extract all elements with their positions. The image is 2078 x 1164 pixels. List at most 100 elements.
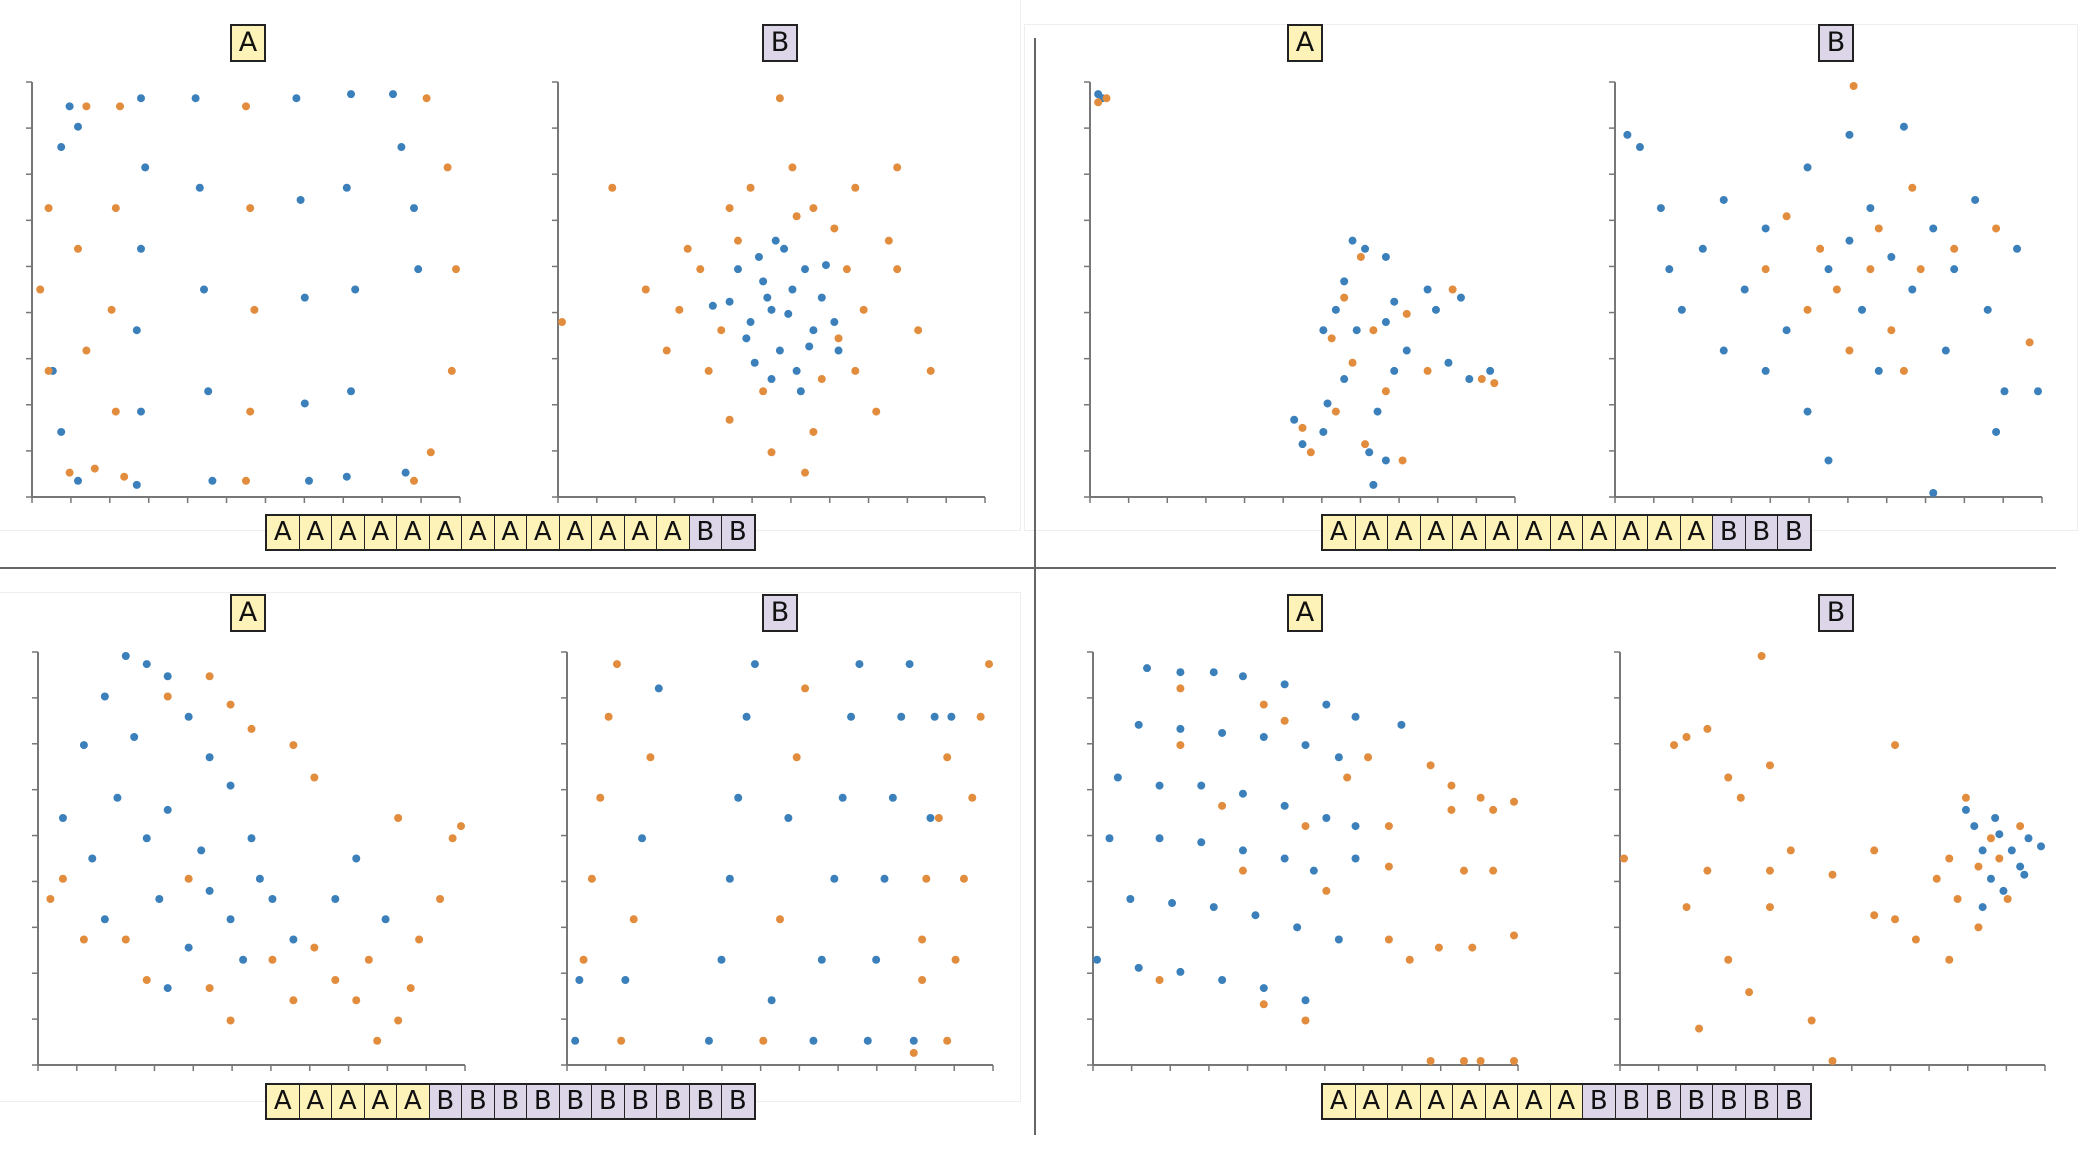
data-point-blue [1970, 822, 1979, 831]
data-point-blue [1209, 668, 1218, 677]
strip-cell-a: A [1550, 1085, 1583, 1118]
data-point-orange [1343, 773, 1352, 782]
data-point-blue [771, 236, 780, 245]
data-point-orange [246, 204, 255, 213]
data-point-orange [58, 874, 67, 883]
data-point-blue [1431, 305, 1440, 314]
strip-cell-a: A [364, 516, 397, 549]
data-point-orange [448, 834, 457, 843]
data-point-blue [1134, 720, 1143, 729]
data-point-blue [268, 895, 277, 903]
data-point-orange [767, 448, 776, 457]
strip-cell-b: B [722, 516, 754, 549]
data-point-blue [838, 793, 847, 802]
data-point-blue [1218, 976, 1227, 984]
data-point-blue [1908, 285, 1917, 294]
data-point-orange [1384, 822, 1393, 831]
data-point-blue [1197, 838, 1206, 847]
data-point-orange [1510, 931, 1518, 940]
data-point-blue [1740, 285, 1749, 294]
data-point-orange [79, 935, 88, 944]
data-point-blue [1197, 781, 1206, 790]
data-point-orange [851, 183, 860, 192]
data-point-orange [1301, 822, 1310, 831]
data-point-blue [784, 309, 793, 318]
strip-cell-a: A [624, 516, 657, 549]
strip-cell-b: B [689, 1085, 722, 1118]
data-point-orange [1945, 955, 1954, 964]
data-point-orange [1828, 1057, 1837, 1065]
panel-label-bottom-left-a: A [230, 594, 266, 632]
data-point-orange [1298, 423, 1307, 432]
data-point-orange [406, 984, 415, 993]
data-point-blue [88, 854, 97, 863]
data-point-blue [725, 874, 734, 883]
data-point-orange [2016, 822, 2025, 831]
data-point-orange [834, 334, 843, 343]
data-point-blue [1319, 427, 1328, 436]
data-point-blue [1093, 955, 1101, 964]
data-point-orange [1102, 94, 1111, 103]
data-point-blue [184, 712, 193, 721]
data-point-blue [132, 480, 141, 489]
data-point-orange [1306, 448, 1315, 457]
data-point-blue [834, 346, 843, 355]
data-point-orange [1945, 854, 1954, 863]
strip-cell-b: B [1648, 1085, 1681, 1118]
data-point-orange [1845, 346, 1854, 355]
data-point-blue [1373, 407, 1382, 416]
data-point-orange [65, 468, 74, 477]
data-point-blue [1352, 326, 1361, 335]
data-point-blue [1259, 733, 1268, 741]
data-point-blue [2020, 870, 2029, 879]
data-point-blue [1761, 366, 1770, 375]
scatter-plot-top-right-b [1609, 81, 2043, 503]
data-point-blue [1322, 814, 1331, 822]
strip-cell-a: A [299, 516, 332, 549]
strip-cell-a: A [1420, 516, 1453, 549]
data-point-blue [725, 297, 734, 306]
data-point-blue [1280, 680, 1289, 689]
data-point-orange [1953, 895, 1962, 903]
data-point-blue [1991, 814, 2000, 822]
data-point-blue [347, 90, 355, 99]
data-point-blue [200, 285, 208, 294]
data-point-blue [1381, 318, 1390, 327]
strip-cell-a: A [1583, 516, 1616, 549]
data-point-blue [2037, 842, 2045, 851]
data-point-blue [1390, 366, 1399, 375]
data-point-orange [1384, 935, 1393, 944]
scatter-plot-bottom-right-b [1614, 651, 2046, 1071]
horizontal-divider [0, 567, 2056, 569]
data-point-blue [1251, 911, 1260, 920]
panel-label-bottom-right-b: B [1818, 594, 1854, 632]
strip-cell-a: A [494, 516, 527, 549]
data-point-blue [830, 874, 839, 883]
data-point-orange [1950, 244, 1959, 253]
data-point-blue [204, 387, 213, 396]
data-point-blue [717, 955, 726, 964]
data-point-blue [197, 846, 206, 855]
data-point-orange [443, 163, 452, 172]
data-point-orange [1259, 700, 1268, 709]
panel-label-top-left-a: A [230, 24, 266, 62]
data-point-orange [792, 212, 801, 221]
scatter-plot-top-right-a [1084, 81, 1516, 503]
data-point-blue [1803, 163, 1812, 172]
data-point-orange [696, 265, 705, 274]
data-point-orange [943, 1036, 952, 1045]
strip-cell-a: A [397, 516, 430, 549]
data-point-blue [621, 976, 630, 984]
strip-cell-b: B [1745, 1085, 1778, 1118]
data-point-blue [1381, 456, 1390, 465]
data-point-blue [121, 652, 130, 660]
data-point-blue [100, 692, 109, 701]
data-point-orange [310, 773, 319, 782]
strip-cell-a: A [364, 1085, 397, 1118]
data-point-orange [1398, 456, 1407, 465]
data-point-orange [1745, 988, 1754, 997]
data-point-blue [2034, 387, 2042, 396]
data-point-blue [1280, 801, 1289, 810]
data-point-blue [809, 1036, 818, 1045]
data-point-orange [1682, 903, 1691, 912]
